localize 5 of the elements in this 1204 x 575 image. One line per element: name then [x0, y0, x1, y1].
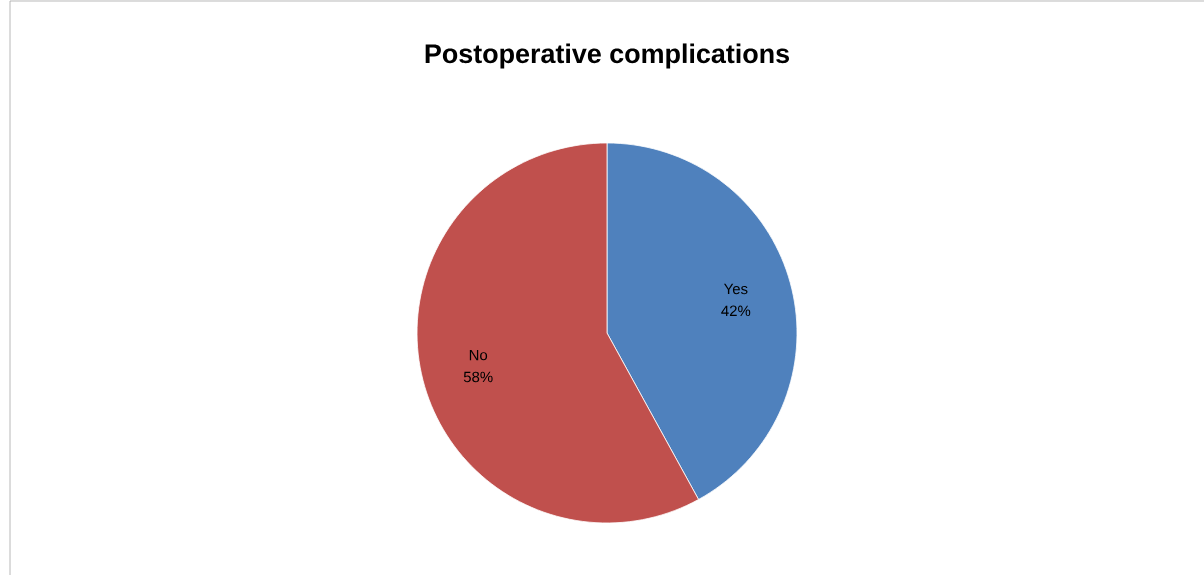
- slice-label: Yes: [723, 283, 748, 295]
- data-label: 42%: [721, 305, 751, 317]
- slice-label: No: [469, 349, 488, 361]
- chart-title: Postoperative complications: [425, 43, 789, 69]
- data-label: 58%: [463, 371, 493, 383]
